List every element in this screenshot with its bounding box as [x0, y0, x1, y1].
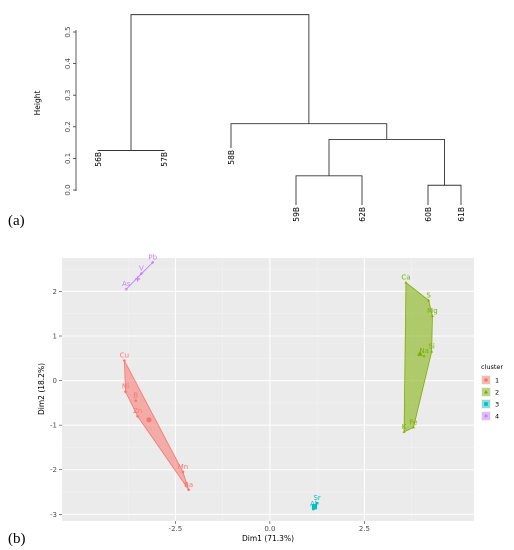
cluster-centroid: [417, 350, 423, 356]
dendrogram-branch: [130, 14, 310, 151]
dendrogram-y-axis-title: Height: [33, 91, 42, 116]
data-point: [430, 314, 434, 317]
dendrogram-tree: [97, 14, 462, 205]
x-tick-label: 2.5: [359, 525, 370, 533]
dendrogram-branch: [230, 123, 388, 148]
y-tick-label: -3: [50, 511, 57, 519]
dendrogram-leaf-label: 61B: [457, 207, 466, 222]
data-point: [124, 287, 128, 291]
data-point: [404, 280, 408, 284]
dendrogram-leaf-labels: 56B 57B 58B 59B 62B 60B 61B: [94, 150, 466, 222]
legend-label: 3: [495, 401, 499, 409]
panel-label-b: (b): [8, 531, 26, 547]
dendrogram-y-tick-label: 0.3: [64, 90, 72, 101]
dendrogram-panel: (a) Height 0.00.10.20.30.40.5 56B 57B 58B5…: [8, 14, 466, 229]
dendrogram-branch: [295, 175, 363, 205]
dendrogram-leaf-label: 62B: [358, 207, 367, 222]
dendrogram-y-tick-label: 0.0: [64, 184, 72, 195]
y-tick-label: -1: [50, 422, 57, 430]
data-point: [136, 414, 139, 418]
point-label: S: [426, 291, 431, 299]
dendrogram-leaf-label: 60B: [424, 207, 433, 222]
cluster-centroid: [311, 504, 318, 510]
data-point: [427, 298, 431, 302]
y-tick-label: -2: [50, 466, 57, 474]
data-point: [151, 261, 155, 264]
x-tick-label: 0.0: [264, 525, 275, 533]
point-label: Zn: [133, 407, 142, 415]
dendrogram-y-tick-label: 0.4: [64, 57, 72, 69]
legend-marker: [484, 414, 488, 418]
point-label: Mg: [427, 307, 437, 315]
legend-marker: [484, 378, 488, 382]
legend-marker: [484, 402, 488, 406]
data-point: [124, 390, 127, 394]
y-tick-label: 1: [53, 333, 57, 341]
point-label: Ni: [122, 383, 129, 391]
y-tick-label: 0: [53, 377, 57, 385]
point-label: Ba: [184, 481, 193, 489]
point-label: Sr: [313, 494, 320, 502]
data-point: [181, 470, 185, 474]
legend-label: 4: [495, 413, 499, 421]
point-label: Ca: [401, 274, 410, 282]
legend-label: 1: [495, 377, 499, 385]
legend-marker: [484, 389, 488, 394]
cluster-centroid: [134, 276, 141, 282]
y-tick-label: 2: [53, 288, 57, 296]
data-point: [134, 399, 138, 402]
cluster-hull: [125, 262, 153, 290]
point-label: As: [122, 280, 131, 288]
y-axis-title: Dim2 (18.2%): [37, 363, 46, 415]
data-point: [412, 425, 415, 429]
data-point: [187, 488, 190, 492]
panel-label-a: (a): [8, 213, 25, 229]
point-label: Al: [310, 500, 317, 508]
cluster-hull: [123, 360, 190, 491]
point-label: Fe: [410, 418, 418, 426]
point-label: Cu: [120, 352, 129, 360]
point-label: V: [139, 265, 144, 273]
y-axis-ticks: -3 -2 -1 0 1 2: [50, 288, 62, 519]
cluster-centroid: [146, 417, 152, 423]
dendrogram-leaf-label: 56B: [94, 152, 103, 167]
dendrogram-leaf-label: 58B: [227, 150, 236, 165]
dendrogram-y-ticks: 0.0 0.1 0.2 0.3 0.4 0.5: [64, 26, 76, 196]
dendrogram-branch: [427, 184, 462, 205]
point-label: B: [133, 392, 138, 400]
dendrogram-leaf-label: 57B: [160, 152, 169, 167]
dendrogram-leaf-label: 59B: [292, 207, 301, 222]
dendrogram-y-tick-label: 0.2: [64, 121, 72, 132]
legend-label: 2: [495, 389, 499, 397]
point-label: K: [402, 423, 407, 431]
data-point: [315, 501, 319, 505]
dendrogram-y-tick-label: 0.5: [64, 26, 72, 37]
data-point: [402, 430, 406, 433]
point-label: Na: [419, 347, 429, 355]
legend-title: cluster: [481, 363, 503, 371]
point-label: Pb: [148, 253, 157, 261]
data-point: [123, 359, 126, 362]
dendrogram-branch: [328, 138, 445, 186]
data-point: [430, 350, 434, 353]
x-axis-title: Dim1 (71.3%): [242, 534, 294, 543]
x-axis-ticks: -2.5 0.0 2.5: [169, 521, 370, 533]
data-point: [422, 354, 426, 358]
data-point: [140, 272, 143, 275]
dendrogram-y-tick-label: 0.1: [64, 153, 72, 164]
legend: cluster 1 2 3 4: [481, 363, 503, 421]
x-tick-label: -2.5: [169, 525, 183, 533]
point-label: Mn: [178, 463, 188, 471]
point-label: Si: [428, 343, 434, 351]
